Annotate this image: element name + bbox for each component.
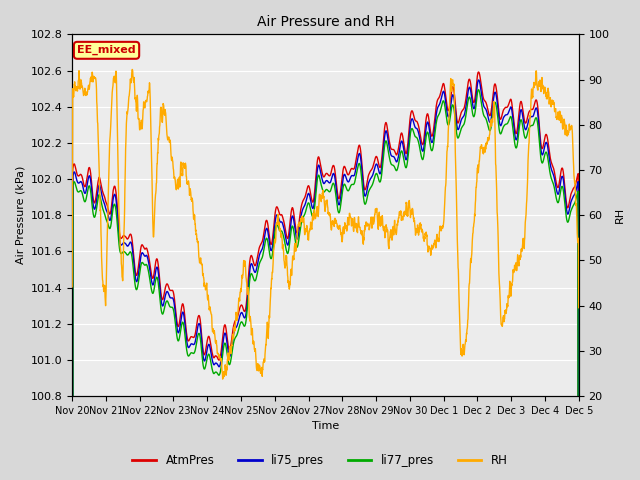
Legend: AtmPres, li75_pres, li77_pres, RH: AtmPres, li75_pres, li77_pres, RH bbox=[128, 449, 512, 472]
Y-axis label: Air Pressure (kPa): Air Pressure (kPa) bbox=[15, 166, 25, 264]
Text: EE_mixed: EE_mixed bbox=[77, 45, 136, 56]
Title: Air Pressure and RH: Air Pressure and RH bbox=[257, 15, 394, 29]
Y-axis label: RH: RH bbox=[615, 207, 625, 223]
X-axis label: Time: Time bbox=[312, 421, 339, 432]
